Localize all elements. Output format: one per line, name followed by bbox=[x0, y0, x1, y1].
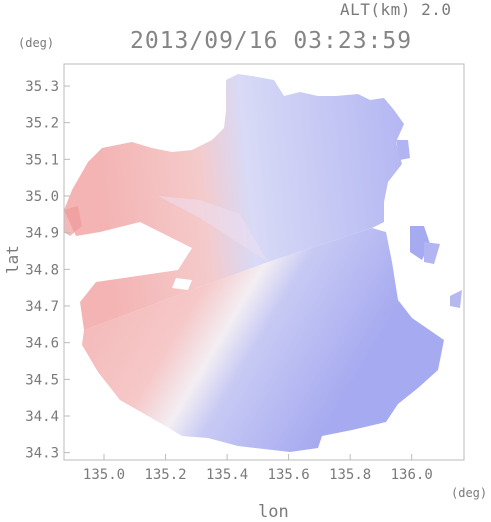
echo-east-fragment bbox=[396, 140, 410, 160]
y-tick-label: 35.3 bbox=[25, 79, 59, 95]
x-tick-label: 135.8 bbox=[329, 467, 371, 483]
y-tick-label: 35.2 bbox=[25, 116, 59, 132]
echo-gap bbox=[92, 262, 126, 276]
y-tick-label: 34.5 bbox=[25, 372, 59, 388]
y-tick-label: 34.9 bbox=[25, 226, 59, 242]
y-tick-label: 34.3 bbox=[25, 446, 59, 462]
x-ticks: 135.0 135.2 135.4 135.6 135.8 136.0 bbox=[83, 454, 433, 483]
y-axis-unit: (deg) bbox=[18, 36, 55, 50]
echo-area bbox=[64, 74, 462, 452]
echo-gap bbox=[172, 278, 192, 290]
altitude-label: ALT(km) 2.0 bbox=[340, 0, 452, 19]
x-tick-label: 135.2 bbox=[144, 467, 186, 483]
y-tick-label: 34.4 bbox=[25, 409, 59, 425]
echo-south-sector bbox=[82, 228, 444, 452]
x-tick-label: 135.6 bbox=[268, 467, 310, 483]
y-tick-label: 35.0 bbox=[25, 189, 59, 205]
x-tick-label: 135.0 bbox=[83, 467, 125, 483]
x-tick-label: 136.0 bbox=[391, 467, 433, 483]
y-tick-label: 34.8 bbox=[25, 262, 59, 278]
x-axis-title: lon bbox=[258, 502, 289, 522]
echo-north-sector bbox=[64, 74, 404, 330]
echo-west-edge bbox=[64, 206, 82, 236]
x-tick-label: 135.4 bbox=[206, 467, 248, 483]
y-tick-label: 35.1 bbox=[25, 152, 59, 168]
echo-east-fragment bbox=[450, 290, 462, 308]
echo-center-band bbox=[158, 196, 268, 262]
y-tick-label: 34.6 bbox=[25, 336, 59, 352]
plot-frame bbox=[63, 63, 465, 461]
y-tick-label: 34.7 bbox=[25, 299, 59, 315]
y-ticks: 35.3 35.2 35.1 35.0 34.9 34.8 34.7 34.6 34.5 34.4… bbox=[25, 79, 70, 462]
x-axis-unit: (deg) bbox=[451, 486, 488, 500]
observation-datetime: 2013/09/16 03:23:59 bbox=[130, 28, 413, 54]
echo-east-fragment bbox=[424, 242, 440, 264]
